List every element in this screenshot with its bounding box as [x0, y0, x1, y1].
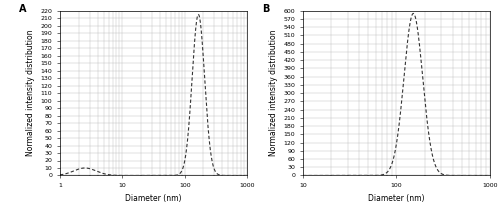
X-axis label: Diameter (nm): Diameter (nm) [368, 194, 424, 203]
Text: A: A [19, 4, 26, 14]
Y-axis label: Normalized intensity distribution: Normalized intensity distribution [26, 30, 35, 156]
Text: B: B [262, 4, 269, 14]
X-axis label: Diameter (nm): Diameter (nm) [126, 194, 182, 203]
Y-axis label: Normalized intensity distribution: Normalized intensity distribution [269, 30, 278, 156]
